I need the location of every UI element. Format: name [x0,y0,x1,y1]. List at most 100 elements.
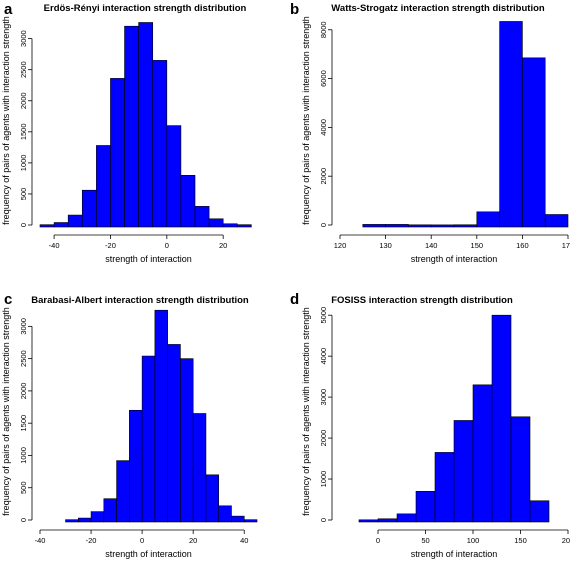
histogram-bar [510,416,531,523]
y-tick-label: 2500 [19,350,28,367]
chart-panel-a: a Erdös-Rényi interaction strength distri… [1,1,252,264]
histogram-bar [499,21,523,228]
y-tick-label: 8000 [319,21,328,38]
y-tick-label: 1500 [19,123,28,140]
x-tick-label: 140 [425,241,438,250]
histogram-bar [396,513,417,523]
histogram-bar [81,189,97,228]
histogram-bar [154,309,168,523]
x-tick-label: 0 [140,536,144,545]
chart-title: Erdös-Rényi interaction strength distrib… [44,3,247,14]
x-tick-label: 160 [516,241,529,250]
histogram-bar [434,452,455,523]
histogram-bar [415,491,436,523]
x-tick-label: 50 [421,536,429,545]
panel-letter: a [4,1,13,18]
histogram-bar [90,511,105,523]
histogram-bar [39,224,55,228]
x-tick-label: 100 [467,536,480,545]
x-tick-label: -40 [49,241,60,250]
chart-title: Barabasi-Albert interaction strength dis… [31,295,249,306]
histogram-bar [180,358,194,523]
histogram-bar [167,344,181,523]
histogram-bar [53,222,69,228]
x-tick-label: 150 [471,241,484,250]
histogram-bar [476,211,500,228]
y-tick-label: 2000 [319,430,328,447]
chart-title: FOSISS interaction strength distribution [331,295,513,306]
x-tick-label: 200 [562,536,570,545]
x-tick-label: 0 [376,536,380,545]
histogram-bar [472,384,493,523]
histogram-bar [243,519,258,523]
histogram-bar [231,515,245,523]
histogram-bar [180,175,196,228]
x-tick-label: 20 [219,241,227,250]
histogram-bar [453,224,478,228]
histogram-bar [222,223,238,228]
y-tick-label: 1500 [19,415,28,432]
histogram-bar [141,355,156,523]
x-tick-label: 170 [562,241,570,250]
y-axis-label: frequency of pairs of agents with intera… [1,307,11,516]
histogram-bar [385,224,409,228]
y-tick-label: 1000 [319,471,328,488]
y-tick-label: 3000 [319,389,328,406]
x-tick-label: 40 [240,536,248,545]
y-tick-label: 0 [319,223,328,227]
histogram-bar [129,409,143,523]
histogram-bar [96,145,111,228]
y-tick-label: 3000 [19,30,28,47]
x-tick-label: -40 [35,536,46,545]
y-tick-label: 4000 [319,119,328,136]
x-tick-label: 150 [514,536,527,545]
histogram-bar [208,218,224,228]
panel-letter: d [290,291,299,308]
histogram-bar [192,413,207,523]
histogram-bar [522,57,546,228]
histogram-bar [430,224,455,228]
histogram-bar [408,224,432,228]
y-tick-label: 5000 [319,307,328,324]
y-tick-label: 0 [319,518,328,522]
histogram-bar [218,505,232,523]
y-tick-label: 4000 [319,348,328,365]
y-tick-label: 0 [19,223,28,227]
histogram-bar [362,224,386,228]
histogram-bar [544,214,569,228]
y-tick-label: 2500 [19,61,28,78]
histogram-bar [377,518,398,523]
x-tick-label: -20 [105,241,116,250]
histogram-bar [103,498,117,523]
x-axis-label: strength of interaction [105,549,192,559]
x-tick-label: 0 [165,241,169,250]
x-axis-label: strength of interaction [105,254,192,264]
chart-panel-d: d FOSISS interaction strength distributio… [290,291,570,559]
x-tick-label: -20 [86,536,97,545]
histogram-bar [529,500,550,523]
y-axis-label: frequency of pairs of agents with intera… [301,16,311,225]
histogram-bar [116,460,130,523]
histogram-bar [152,60,168,228]
histogram-bar [453,420,474,523]
histogram-bar [138,22,154,228]
x-axis-label: strength of interaction [411,549,498,559]
y-axis-label: frequency of pairs of agents with intera… [1,16,11,225]
y-tick-label: 2000 [19,92,28,109]
histogram-bar [491,314,512,523]
chart-panel-c: c Barabasi-Albert interaction strength di… [1,291,258,559]
y-tick-label: 1000 [19,155,28,172]
x-tick-label: 20 [189,536,197,545]
histogram-bar [67,214,83,228]
panel-letter: b [290,1,299,18]
chart-panel-b: b Watts-Strogatz interaction strength dis… [290,1,570,264]
histogram-bar [124,25,139,228]
histogram-bar [65,519,79,523]
y-tick-label: 2000 [319,168,328,185]
y-tick-label: 1000 [19,447,28,464]
y-tick-label: 2000 [19,383,28,400]
x-tick-label: 130 [379,241,392,250]
histogram-bar [166,125,182,228]
chart-title: Watts-Strogatz interaction strength dist… [331,3,545,14]
panel-letter: c [4,291,12,308]
